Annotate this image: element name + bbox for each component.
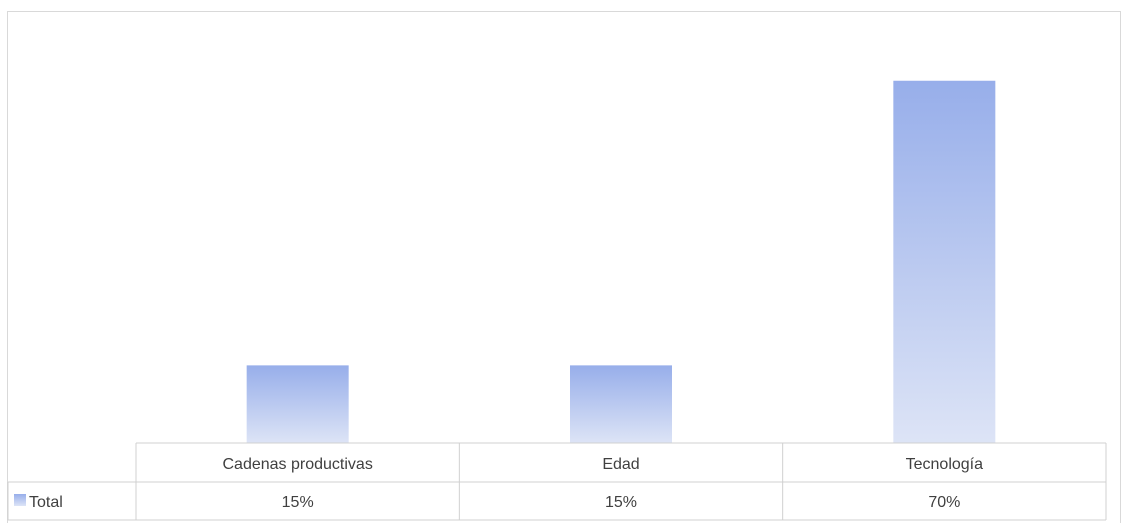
legend-label: Total — [29, 494, 63, 511]
legend-key — [14, 494, 26, 506]
chart-frame — [7, 11, 1121, 523]
bars-group — [246, 80, 996, 443]
bar-1 — [246, 365, 349, 443]
category-label: Cadenas productivas — [223, 456, 373, 473]
bar-2 — [570, 365, 672, 443]
data-label: 15% — [605, 494, 637, 511]
category-label: Tecnología — [906, 456, 983, 473]
bar-3 — [893, 80, 996, 443]
data-label: 15% — [282, 494, 314, 511]
category-label: Edad — [602, 456, 639, 473]
data-table: Cadenas productivas Edad Tecnología 15% 15% 7… — [7, 442, 1107, 521]
data-label: 70% — [928, 494, 960, 511]
